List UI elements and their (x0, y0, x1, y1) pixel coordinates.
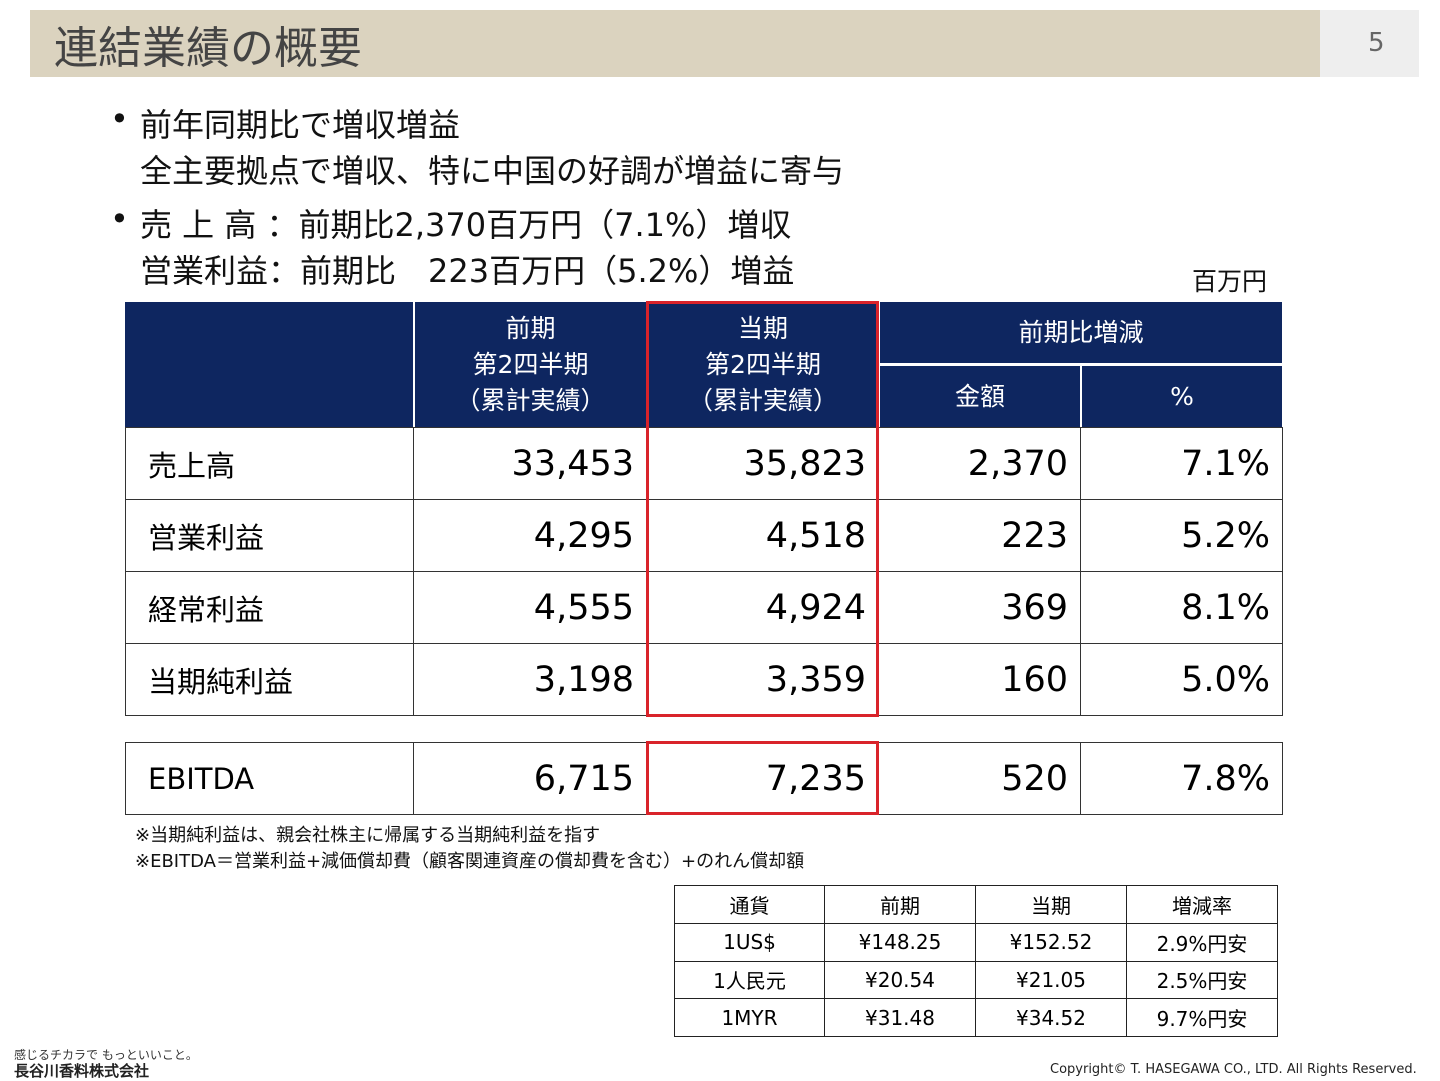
row-label: EBITDA (125, 742, 414, 815)
value-cell: 3,198 (413, 643, 647, 716)
page-number: 5 (1368, 28, 1385, 58)
row-label: 売上高 (125, 427, 414, 500)
company: 長谷川香料株式会社 (14, 1062, 150, 1080)
header-cell: % (1082, 366, 1282, 427)
fx-cell: ¥148.25 (824, 922, 976, 962)
note: ※当期純利益は、親会社株主に帰属する当期純利益を指す (135, 825, 601, 846)
copyright: Copyright© T. HASEGAWA CO., LTD. All Rig… (1050, 1062, 1417, 1077)
fx-header: 増減率 (1126, 885, 1278, 924)
header-line: （累計実績） (687, 385, 838, 415)
fx-cell: 2.9%円安 (1126, 922, 1278, 962)
fx-cell: 2.5%円安 (1126, 960, 1278, 1000)
title: 連結業績の概要 (54, 23, 362, 74)
header-cell: 前期第2四半期 （累計実績） (415, 302, 646, 427)
bullet-dot: • (110, 100, 129, 138)
header-line: 第2四半期 (705, 349, 821, 379)
header-cell: 当期第2四半期 （累計実績） (648, 302, 878, 427)
title-bar (30, 10, 1320, 77)
value-cell: 4,295 (413, 499, 647, 572)
fx-cell: 9.7%円安 (1126, 998, 1278, 1037)
value-cell: 5.2% (1080, 499, 1283, 572)
bullet-text: 全主要拠点で増収、特に中国の好調が増益に寄与 (140, 152, 845, 190)
row-label: 経常利益 (125, 571, 414, 644)
row-label: 営業利益 (125, 499, 414, 572)
note: ※EBITDA＝営業利益+減価償却費（顧客関連資産の償却費を含む）+のれん償却額 (135, 851, 805, 872)
value-cell: 5.0% (1080, 643, 1283, 716)
bullet-text: 前年同期比で増収増益 (140, 106, 461, 144)
header-cell: 金額 (880, 366, 1080, 427)
header-line: 当期 (737, 313, 788, 343)
bullet-text: 売 上 高 ：前期比2,370百万円（7.1%）増収 (140, 206, 792, 244)
header-line: （累計実績） (455, 385, 606, 415)
tagline: 感じるチカラで もっといいこと。 (14, 1048, 198, 1062)
bullet-dot: • (110, 200, 129, 238)
value-cell: 369 (878, 571, 1081, 644)
fx-header: 前期 (824, 885, 976, 924)
header-cell: 前期比増減 (880, 302, 1282, 363)
header-cell (125, 302, 413, 427)
row-label: 当期純利益 (125, 643, 414, 716)
value-cell: 7.8% (1080, 742, 1283, 815)
bullet-text: 営業利益：前期比 223百万円（5.2%）増益 (140, 252, 795, 290)
fx-cell: ¥21.05 (975, 960, 1127, 1000)
value-cell: 520 (878, 742, 1081, 815)
value-cell: 223 (878, 499, 1081, 572)
fx-cell: ¥31.48 (824, 998, 976, 1037)
page-box (1320, 10, 1419, 77)
highlight (646, 741, 879, 815)
fx-cell: 1US$ (674, 922, 825, 962)
fx-cell: ¥20.54 (824, 960, 976, 1000)
fx-header: 当期 (975, 885, 1127, 924)
fx-cell: 1人民元 (674, 960, 825, 1000)
value-cell: 7.1% (1080, 427, 1283, 500)
highlight (646, 301, 879, 717)
value-cell: 6,715 (413, 742, 647, 815)
fx-cell: ¥152.52 (975, 922, 1127, 962)
unit: 百万円 (1192, 267, 1268, 296)
fx-cell: 1MYR (674, 998, 825, 1037)
fx-header: 通貨 (674, 885, 825, 924)
header-line: 前期 (505, 313, 556, 343)
value-cell: 33,453 (413, 427, 647, 500)
value-cell: 8.1% (1080, 571, 1283, 644)
value-cell: 160 (878, 643, 1081, 716)
value-cell: 35,823 (646, 427, 879, 500)
value-cell: 4,555 (413, 571, 647, 644)
value-cell: 2,370 (878, 427, 1081, 500)
fx-cell: ¥34.52 (975, 998, 1127, 1037)
header-line: 第2四半期 (472, 349, 589, 379)
